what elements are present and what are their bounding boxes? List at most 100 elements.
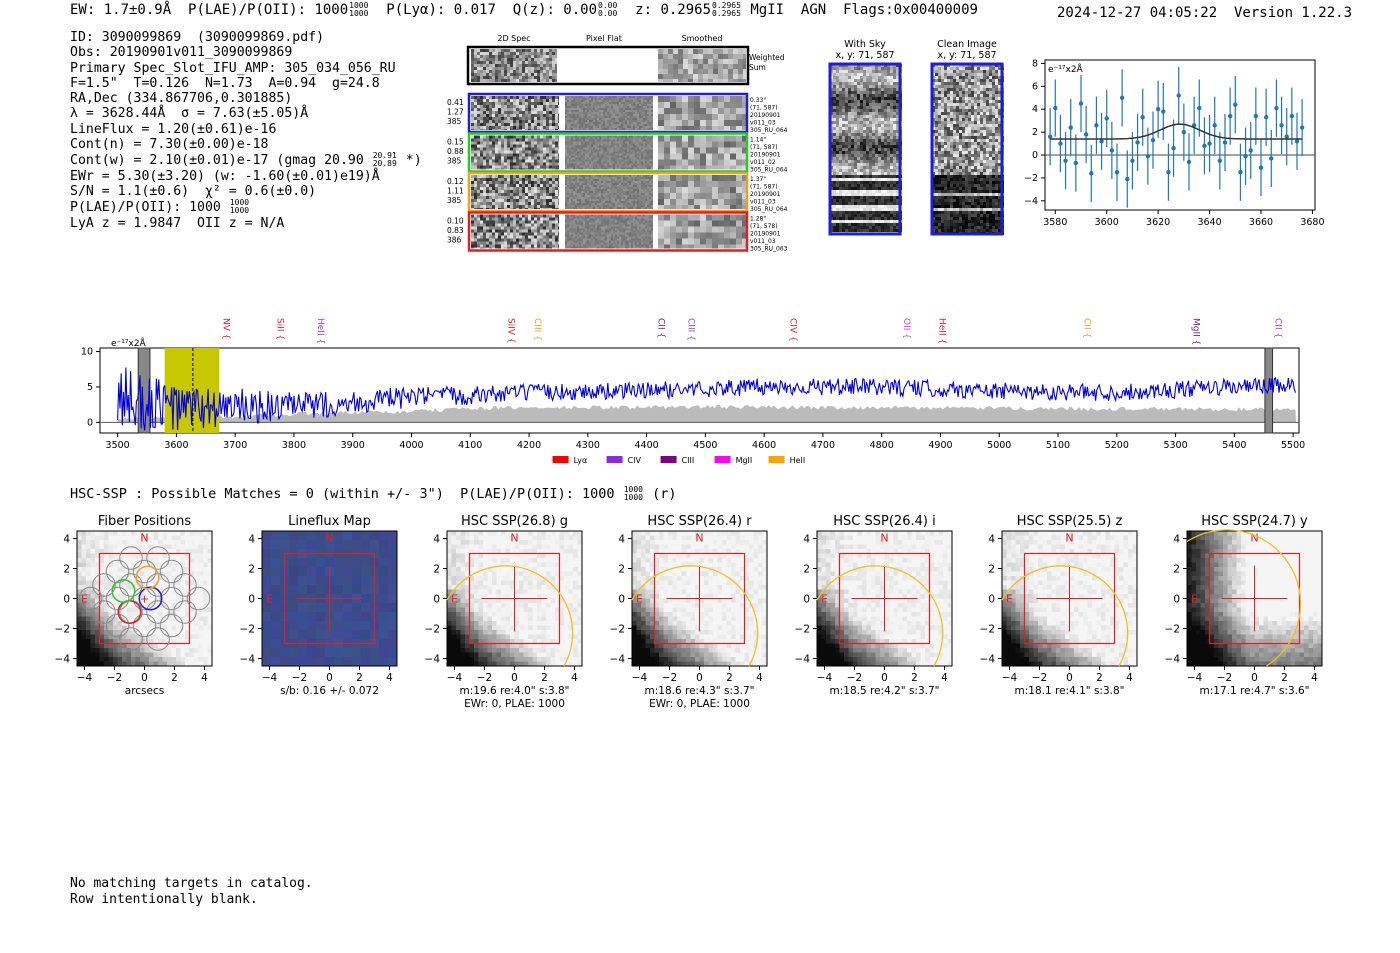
pixel <box>579 116 581 118</box>
pixel <box>629 232 631 235</box>
pixel <box>516 165 519 169</box>
pixel <box>534 64 537 67</box>
pixel <box>635 137 637 140</box>
info-block: ID: 3090099869 (3090099869.pdf) Obs: 201… <box>70 30 422 231</box>
pixel <box>471 187 474 190</box>
pixel <box>601 114 603 116</box>
pixel <box>522 226 525 230</box>
pixel <box>492 67 495 70</box>
pixel <box>537 126 540 129</box>
pixel <box>693 79 698 82</box>
pixel <box>569 116 571 118</box>
pixel <box>589 205 591 207</box>
pixel <box>617 100 619 102</box>
pixel <box>581 230 583 233</box>
pixel <box>595 126 597 128</box>
pixel <box>471 232 474 236</box>
pixel <box>688 79 693 82</box>
pixel <box>537 64 540 67</box>
pixel <box>663 74 668 79</box>
pixel <box>589 147 591 150</box>
pixel <box>540 58 543 61</box>
row-1-right-1: (71, 587) <box>750 144 778 151</box>
pixel <box>575 104 577 106</box>
pixel <box>607 128 609 130</box>
pixel <box>552 205 555 208</box>
pixel <box>617 106 619 108</box>
pixel <box>629 157 631 160</box>
pixel <box>595 118 597 120</box>
pixel <box>567 149 569 152</box>
pixel <box>597 193 599 195</box>
pixel <box>567 185 569 187</box>
pixel <box>546 217 549 221</box>
pixel <box>649 207 651 209</box>
pixel <box>549 235 552 239</box>
pixel <box>552 181 555 184</box>
pixel <box>658 141 664 148</box>
pixel <box>565 96 567 98</box>
pixel <box>682 147 688 154</box>
pixel <box>639 175 641 177</box>
pixel <box>555 244 558 248</box>
pixel <box>555 126 558 129</box>
pixel <box>627 114 629 116</box>
pixel <box>611 108 613 110</box>
pixel <box>525 102 528 105</box>
pixel <box>703 74 708 79</box>
pixel <box>718 64 723 69</box>
pixel <box>507 105 510 108</box>
pixel <box>577 100 579 102</box>
pixel <box>546 168 549 170</box>
pixel <box>736 120 742 126</box>
pixel <box>676 175 682 181</box>
pixel <box>639 155 641 158</box>
pixel <box>495 58 498 61</box>
pixel <box>597 222 599 225</box>
pixel <box>627 116 629 118</box>
pixel <box>639 100 641 102</box>
pixel <box>623 116 625 118</box>
pixel <box>623 120 625 122</box>
pixel <box>664 165 670 170</box>
pixel <box>549 193 552 196</box>
pixel <box>581 126 583 128</box>
pixel <box>525 241 528 245</box>
pixel <box>647 201 649 203</box>
pixel <box>637 116 639 118</box>
pixel <box>571 114 573 116</box>
pixel <box>641 179 643 181</box>
pixel <box>513 247 516 249</box>
pixel <box>577 118 579 120</box>
pixel <box>649 157 651 160</box>
pixel <box>579 181 581 183</box>
pixel <box>471 138 474 142</box>
pixel <box>639 167 641 170</box>
pixel <box>489 162 492 166</box>
pixel <box>537 184 540 187</box>
pixel <box>573 232 575 235</box>
pixel <box>575 139 577 142</box>
pixel <box>483 141 486 145</box>
pixel <box>619 232 621 235</box>
pixel <box>724 108 730 114</box>
pixel <box>540 165 543 169</box>
pixel <box>619 147 621 150</box>
pixel <box>609 232 611 235</box>
pixel <box>619 139 621 142</box>
pixel <box>501 244 504 248</box>
pixel <box>601 199 603 201</box>
spectra-cutouts: 2D Spec Pixel Flat SmoothedWeightedSum0.41… <box>447 34 788 253</box>
pixel <box>623 177 625 179</box>
pixel <box>471 217 474 221</box>
pixel <box>540 162 543 166</box>
pixel <box>589 155 591 158</box>
pixel <box>510 70 513 73</box>
pixel <box>591 153 593 156</box>
pixel <box>552 199 555 202</box>
pixel <box>471 61 474 64</box>
pixel <box>528 159 531 163</box>
pixel <box>480 147 483 151</box>
pixel <box>617 110 619 112</box>
pixel <box>537 205 540 208</box>
